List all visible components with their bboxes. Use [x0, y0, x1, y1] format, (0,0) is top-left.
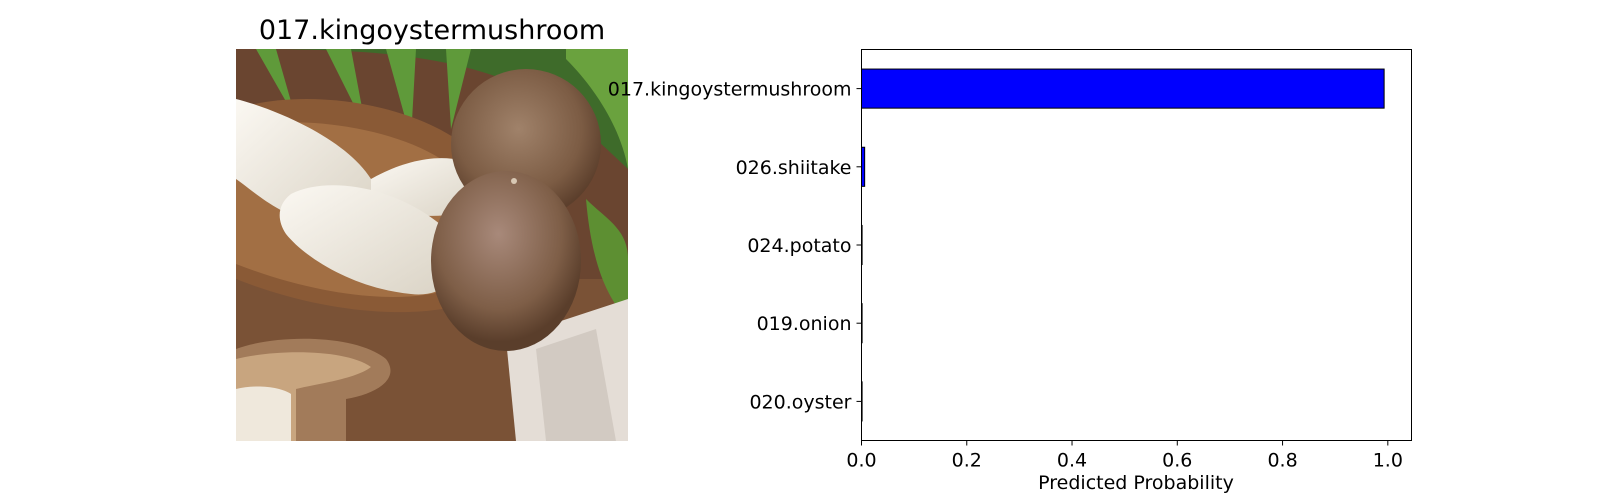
y-tick-label: 020.oyster [749, 391, 851, 413]
mushroom-photo [236, 49, 628, 441]
x-tick-label: 0.6 [1162, 450, 1192, 472]
x-tick-label: 0.0 [846, 450, 876, 472]
image-title: 017.kingoystermushroom [258, 15, 606, 46]
x-tick-label: 0.2 [952, 450, 982, 472]
x-tick-label: 0.4 [1057, 450, 1087, 472]
y-tick-label: 019.onion [757, 313, 852, 335]
y-tick-label: 024.potato [747, 235, 851, 257]
x-axis-label: Predicted Probability [1038, 472, 1234, 494]
bars-group [861, 68, 1385, 422]
bar [861, 68, 1385, 109]
x-tick-label: 0.8 [1267, 450, 1297, 472]
y-tick-label: 026.shiitake [736, 157, 852, 179]
x-ticks: 0.0 0.2 0.4 0.6 0.8 1.0 [846, 440, 1403, 472]
y-tick-labels: 017.kingoystermushroom 026.shiitake 024.po… [608, 79, 862, 413]
y-tick-label: 017.kingoystermushroom [608, 79, 852, 101]
plot-frame [861, 49, 1412, 441]
x-tick-label: 1.0 [1373, 450, 1403, 472]
